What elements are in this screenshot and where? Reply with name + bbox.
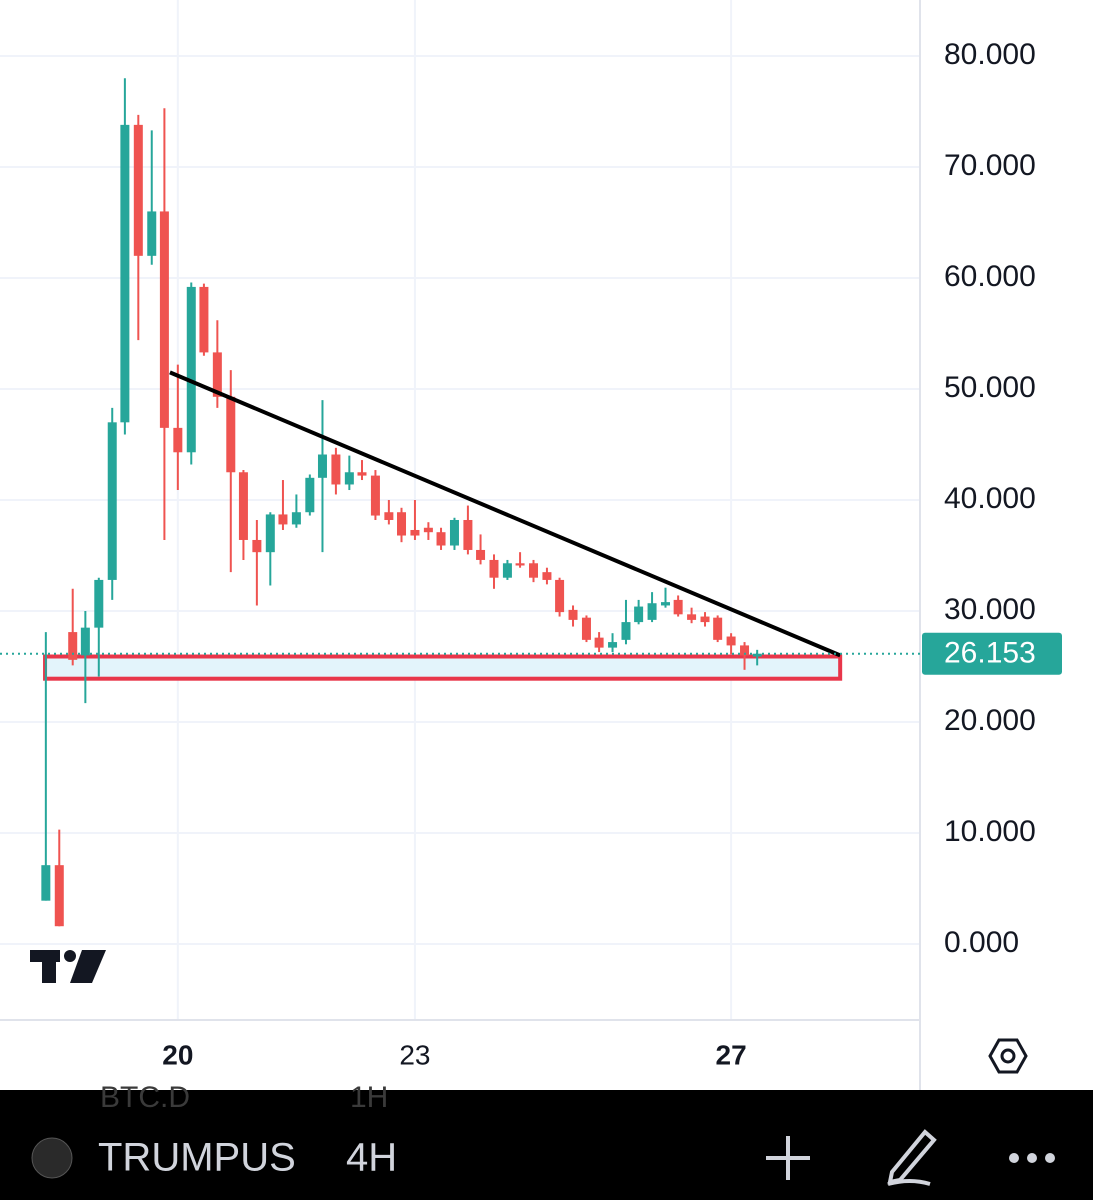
x-tick-label: 23 [399, 1039, 430, 1070]
candle-body [397, 512, 407, 536]
candle-body [278, 514, 288, 525]
candle-body [384, 512, 394, 520]
candle-body [634, 606, 644, 623]
candle-body [726, 636, 736, 646]
hidden-symbol: BTC.D [100, 1081, 190, 1114]
candle-body [515, 563, 525, 566]
settings-dot[interactable] [1000, 1048, 1016, 1064]
candle-body [173, 427, 183, 453]
logo-part [64, 950, 76, 962]
hidden-interval: 1H [350, 1081, 388, 1114]
candle-body [449, 519, 459, 546]
x-tick-label: 27 [716, 1039, 747, 1070]
candle-body [331, 454, 341, 485]
candle-body [489, 559, 499, 578]
candle-body [357, 472, 367, 476]
candle-body [542, 572, 552, 580]
candle-body [226, 396, 236, 473]
candle-body [647, 603, 657, 620]
labels: 0.000 10.000 20.000 30.000 40.000 50.000 60.00… [162, 38, 1062, 1070]
candle-body [317, 454, 327, 478]
candle-body [660, 602, 670, 606]
candle-body [238, 472, 248, 540]
candle-body [581, 617, 591, 640]
candle-body [94, 579, 104, 628]
candle-body [502, 563, 512, 578]
symbol-icon[interactable] [31, 1137, 73, 1179]
candle-body [252, 539, 262, 553]
symbol[interactable]: TRUMPUS [98, 1136, 296, 1180]
more-button[interactable] [1009, 1153, 1055, 1163]
candle-body [752, 653, 762, 657]
candle-body [265, 514, 275, 553]
candle-body [529, 563, 539, 578]
y-tick-label: 40.000 [944, 482, 1036, 515]
pen-line[interactable] [887, 1179, 931, 1186]
interval[interactable]: 4H [346, 1136, 397, 1180]
candle-body [159, 211, 169, 428]
settings-hex[interactable] [988, 1038, 1028, 1074]
candle-body [476, 549, 486, 560]
candle-body [370, 475, 380, 516]
candle-body [436, 532, 446, 546]
candle-body [713, 617, 723, 640]
candle-body [621, 622, 631, 640]
candle-body [687, 614, 697, 620]
y-tick-label: 80.000 [944, 38, 1036, 71]
last-price-box [922, 632, 1062, 675]
candle-body [410, 529, 420, 536]
candle-body [305, 477, 315, 513]
pen[interactable] [887, 1129, 937, 1185]
candle-body [700, 616, 710, 623]
candle-body [291, 512, 301, 525]
dot[interactable] [1009, 1153, 1019, 1163]
logo [30, 950, 106, 983]
candle-body [423, 527, 433, 533]
candle-body [80, 627, 90, 656]
candle-body [54, 865, 64, 927]
candle-body [740, 645, 750, 656]
candle-body [133, 124, 143, 256]
y-tick-label: 0.000 [944, 926, 1019, 959]
candle-body [594, 637, 604, 648]
candle-body [555, 579, 565, 613]
y-tick-label: 30.000 [944, 593, 1036, 626]
draw-button[interactable] [887, 1129, 937, 1186]
last-price-label: 26.153 [944, 637, 1036, 670]
x-tick-label: 20 [162, 1039, 193, 1070]
y-tick-label: 50.000 [944, 371, 1036, 404]
trendline [169, 370, 841, 658]
dot[interactable] [1027, 1153, 1037, 1163]
candle-body [68, 632, 78, 660]
add-button[interactable] [766, 1136, 810, 1180]
plot [0, 78, 920, 927]
candle-body [212, 352, 222, 397]
logo-part [70, 950, 106, 983]
dot[interactable] [1045, 1153, 1055, 1163]
candle-body [120, 124, 130, 423]
y-tick-label: 10.000 [944, 815, 1036, 848]
candle-body [608, 642, 618, 648]
candle-body [344, 472, 354, 485]
candle-body [147, 211, 157, 256]
logo-part [42, 950, 56, 983]
candle-body [41, 865, 51, 901]
candle-body [673, 599, 683, 615]
y-tick-label: 20.000 [944, 704, 1036, 737]
y-tick-label: 60.000 [944, 260, 1036, 293]
candle-body [568, 609, 578, 620]
candle-body [107, 422, 117, 580]
y-tick-label: 70.000 [944, 149, 1036, 182]
settings-icon[interactable] [988, 1038, 1028, 1074]
candle-body [186, 286, 196, 453]
candle-body [199, 286, 209, 353]
candle-body [463, 519, 473, 550]
support-zone [43, 654, 843, 681]
